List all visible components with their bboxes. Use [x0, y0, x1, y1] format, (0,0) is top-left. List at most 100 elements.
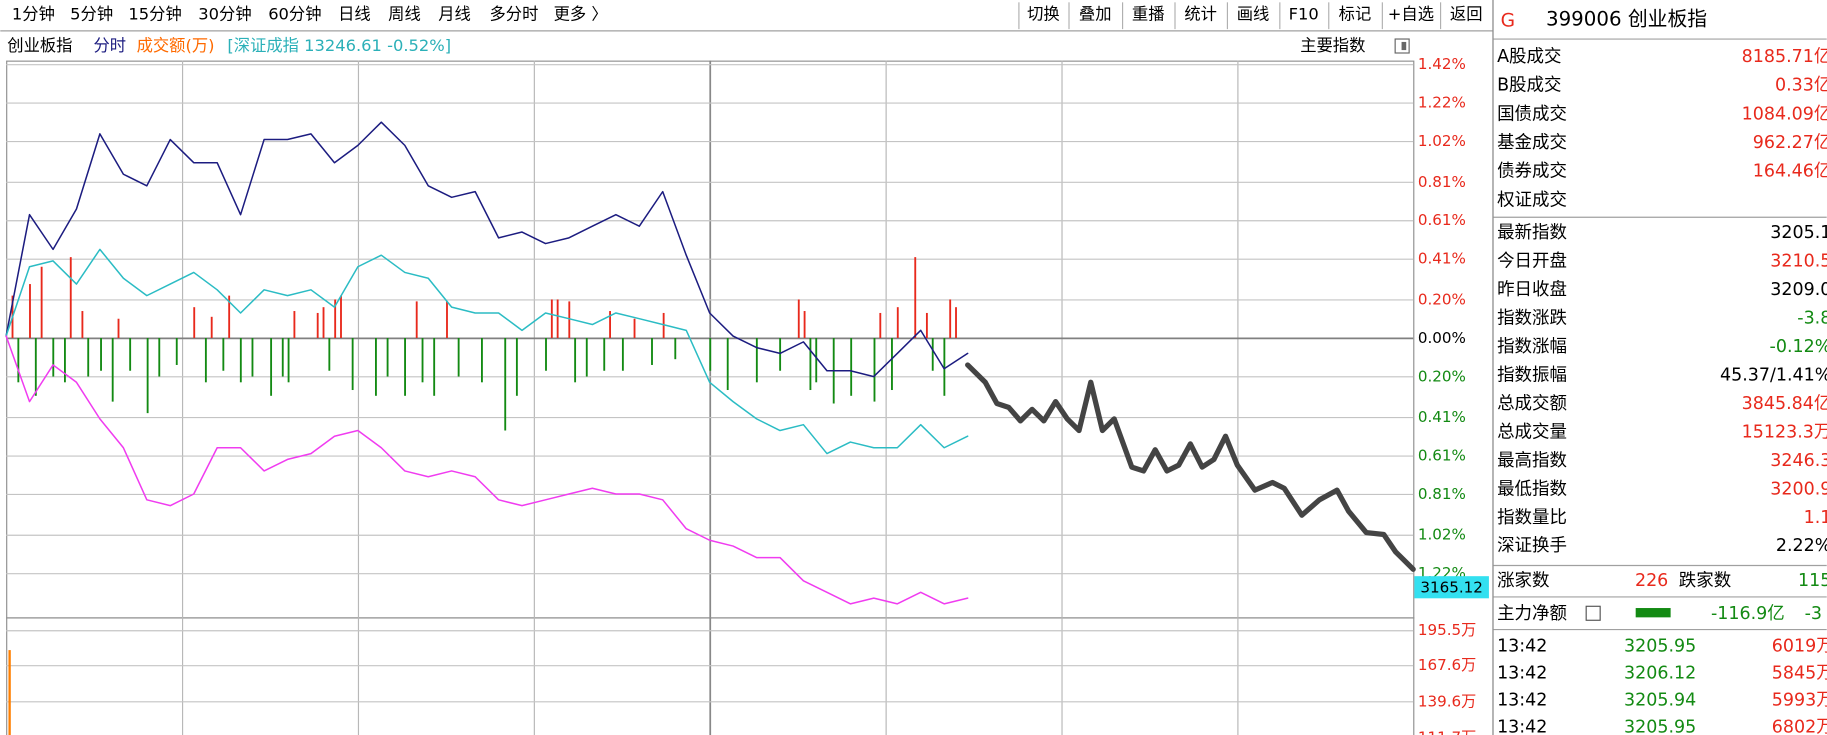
series-line	[5, 248, 969, 455]
toolbar-button[interactable]: F10	[1289, 5, 1319, 24]
series-line	[5, 335, 969, 605]
legend-compare: [深证成指 13246.61 -0.52%]	[227, 36, 451, 55]
y-tick-label: 0.61%	[1418, 447, 1466, 465]
quote-label: A股成交	[1497, 47, 1561, 67]
quote-label: 指数涨幅	[1497, 337, 1567, 357]
quote-value: -0.12%	[1770, 337, 1827, 357]
y-tick-label: 0.41%	[1418, 250, 1466, 268]
quote-label: 总成交量	[1497, 422, 1567, 442]
quote-value: 0.33亿	[1775, 76, 1827, 96]
quote-label: 债券成交	[1497, 162, 1567, 182]
chart-panel: 1.42% 1.22% 1.02% 0.81% 0.61% 0.41% 0.20% 0.00%…	[5, 55, 1489, 619]
legend-index: 创业板指	[7, 36, 72, 55]
trade-amount: 5845万	[1772, 663, 1827, 683]
quote-label: 指数振幅	[1497, 365, 1567, 385]
y-tick-label: 1.02%	[1418, 526, 1466, 544]
quote-value: 1084.09亿	[1742, 104, 1827, 124]
end-label-box	[1414, 576, 1489, 599]
quote-label: 今日开盘	[1497, 251, 1567, 271]
y-tick-label: 1.42%	[1418, 55, 1466, 73]
quote-value: 164.46亿	[1753, 162, 1827, 182]
breadth-value: 226	[1635, 571, 1668, 591]
y-tick-label: 0.00%	[1418, 329, 1466, 347]
chart-area: 1.42% 1.22% 1.02% 0.81% 0.61% 0.41% 0.20% 0.00%…	[5, 55, 1489, 735]
quote-value: -3.8	[1797, 308, 1827, 328]
y-tick-label: 1.02%	[1418, 132, 1466, 150]
quote-label: 基金成交	[1497, 133, 1567, 153]
breadth-label: 跌家数	[1679, 571, 1731, 591]
quote-label: 深证换手	[1497, 536, 1567, 556]
quote-label: B股成交	[1497, 76, 1561, 96]
period-tab[interactable]: 1分钟	[12, 5, 55, 24]
series-line	[965, 362, 1416, 572]
end-label: 3165.12	[1420, 578, 1483, 596]
quote-value: 3210.5	[1770, 251, 1827, 271]
quote-label: 指数量比	[1497, 508, 1567, 528]
y-tick-label: 139.6万	[1418, 692, 1476, 710]
flow-icon[interactable]	[1585, 605, 1601, 621]
breadth-label: 涨家数	[1497, 571, 1549, 591]
toolbar-button[interactable]: 画线	[1237, 5, 1270, 24]
trade-price: 3205.94	[1624, 691, 1696, 711]
period-tab[interactable]: 60分钟	[268, 5, 321, 24]
toolbar-button[interactable]: 标记	[1339, 5, 1372, 24]
y-tick-label: 195.5万	[1418, 621, 1476, 639]
y-tick-label: 0.20%	[1418, 290, 1466, 308]
toolbar-button[interactable]: 统计	[1184, 5, 1217, 24]
quote-label: 国债成交	[1497, 104, 1567, 124]
quote-value: 1.1	[1804, 508, 1827, 528]
quote-value: 3209.0	[1770, 280, 1827, 300]
period-tab[interactable]: 月线	[438, 5, 471, 24]
security-name: 399006 创业板指	[1546, 7, 1707, 30]
breadth-value: 115	[1798, 571, 1827, 591]
trade-price: 3205.95	[1624, 718, 1696, 735]
quote-value: 15123.3万	[1742, 422, 1827, 442]
y-tick-label: 111.7万	[1418, 728, 1476, 735]
quote-value: 45.37/1.41%	[1720, 365, 1827, 385]
trade-amount: 6019万	[1772, 636, 1827, 656]
period-tab[interactable]: 周线	[388, 5, 421, 24]
trade-amount: 5993万	[1772, 691, 1827, 711]
quote-value: 8185.71亿	[1742, 47, 1827, 67]
quote-label: 最低指数	[1497, 479, 1567, 499]
toolbar-button[interactable]: 重播	[1132, 5, 1165, 24]
trade-price: 3205.95	[1624, 636, 1696, 656]
y-tick-label: 0.81%	[1418, 485, 1466, 503]
y-tick-label: 1.22%	[1418, 94, 1466, 112]
quote-label: 最高指数	[1497, 451, 1567, 471]
y-tick-label: 167.6万	[1418, 656, 1476, 674]
trade-time: 13:42	[1497, 663, 1547, 683]
quote-value: 3200.9	[1770, 479, 1827, 499]
toolbar-button[interactable]: 返回	[1450, 5, 1483, 24]
trade-amount: 6802万	[1772, 718, 1827, 735]
chart-panel: 195.5万 167.6万 139.6万 111.7万	[6, 617, 1476, 735]
quote-label: 昨日收盘	[1497, 280, 1567, 300]
quote-label: 指数涨跌	[1497, 308, 1567, 328]
panel-name[interactable]: 主要指数	[1300, 36, 1365, 55]
quote-label: 最新指数	[1497, 223, 1567, 243]
period-tab[interactable]: 15分钟	[128, 5, 181, 24]
flow-ratio: -3	[1805, 604, 1822, 624]
trade-price: 3206.12	[1624, 663, 1696, 683]
quote-value: 2.22%	[1776, 536, 1827, 556]
quote-value: 3246.3	[1770, 451, 1827, 471]
period-tab[interactable]: 30分钟	[198, 5, 251, 24]
toolbar-button[interactable]: 叠加	[1079, 5, 1112, 24]
quote-value: 3845.84亿	[1742, 394, 1827, 414]
quote-value: 962.27亿	[1753, 133, 1827, 153]
y-tick-label: 0.81%	[1418, 173, 1466, 191]
toolbar-button[interactable]: 切换	[1027, 5, 1060, 24]
toolbar-button[interactable]: +自选	[1388, 5, 1434, 24]
period-tab[interactable]: 日线	[338, 5, 371, 24]
market-icon: G	[1501, 10, 1515, 31]
period-tab[interactable]: 更多 〉	[554, 5, 608, 24]
y-tick-label: 0.61%	[1418, 211, 1466, 229]
quote-label: 总成交额	[1497, 394, 1567, 414]
quote-label: 权证成交	[1497, 190, 1567, 210]
period-tab[interactable]: 多分时	[490, 5, 539, 24]
legend-volume: 成交额(万)	[137, 36, 215, 55]
panel-menu-icon-bar	[1401, 41, 1407, 51]
period-tab[interactable]: 5分钟	[70, 5, 113, 24]
market-icon-bg	[1499, 8, 1516, 32]
quote-value: 3205.1	[1770, 223, 1827, 243]
